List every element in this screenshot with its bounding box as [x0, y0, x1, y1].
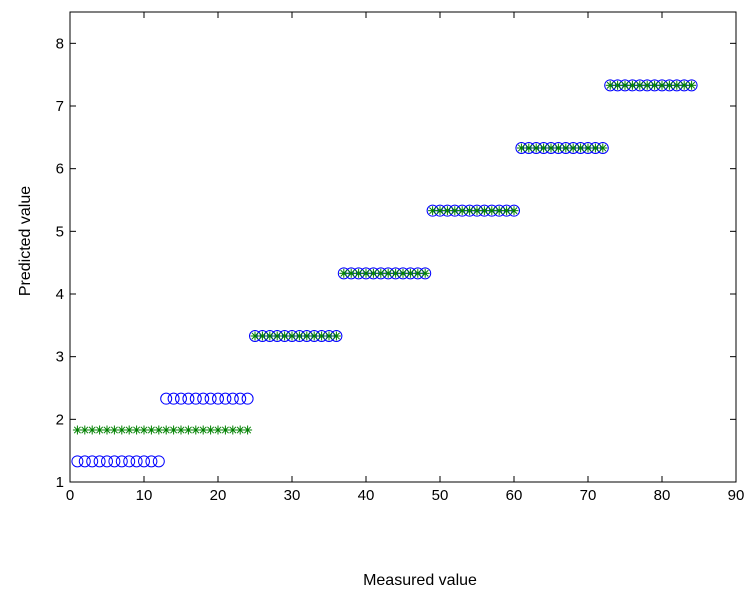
- data-point-asterisk: [235, 425, 245, 435]
- data-point-asterisk: [243, 425, 253, 435]
- data-points: [71, 79, 698, 468]
- x-tick-label: 20: [210, 487, 227, 504]
- data-point-asterisk: [317, 331, 327, 341]
- data-point-circle: [101, 455, 113, 468]
- data-point-circle: [160, 392, 173, 405]
- x-axis-ticks: 0 10 20 30 40 50 60 70 80 90: [66, 12, 745, 504]
- data-point-asterisk: [642, 80, 652, 90]
- x-axis-title: Measured value: [363, 572, 477, 589]
- x-tick-label: 30: [284, 487, 301, 504]
- data-point-asterisk: [331, 331, 341, 341]
- data-point-asterisk: [109, 425, 119, 435]
- data-point-asterisk: [516, 143, 526, 153]
- y-axis-ticks: 1 2 3 4 5 6 7 8: [56, 35, 736, 491]
- data-point-asterisk: [672, 80, 682, 90]
- data-point-circle: [182, 392, 195, 405]
- data-point-asterisk: [294, 331, 304, 341]
- x-tick-label: 10: [136, 487, 153, 504]
- data-point-asterisk: [102, 425, 112, 435]
- y-tick-label: 4: [56, 286, 64, 303]
- data-point-asterisk: [687, 80, 697, 90]
- data-point-asterisk: [620, 80, 630, 90]
- data-point-circle: [226, 392, 239, 405]
- data-point-asterisk: [568, 143, 578, 153]
- y-tick-label: 5: [56, 223, 64, 240]
- x-tick-label: 80: [654, 487, 671, 504]
- y-tick-label: 3: [56, 349, 64, 366]
- data-point-asterisk: [139, 425, 149, 435]
- data-point-circle: [204, 392, 217, 405]
- data-point-circle: [241, 392, 254, 405]
- data-point-circle: [138, 455, 150, 468]
- x-tick-label: 90: [728, 487, 745, 504]
- data-point-circle: [189, 392, 202, 405]
- plot-area: [69, 11, 737, 483]
- x-tick-label: 60: [506, 487, 523, 504]
- data-point-asterisk: [598, 143, 608, 153]
- data-point-asterisk: [413, 268, 423, 278]
- data-point-circle: [219, 392, 232, 405]
- data-point-circle: [212, 392, 224, 405]
- data-point-circle: [152, 455, 165, 468]
- data-point-circle: [108, 455, 121, 468]
- y-tick-label: 6: [56, 161, 64, 178]
- data-point-circle: [86, 455, 99, 468]
- data-point-asterisk: [383, 268, 393, 278]
- data-point-circle: [115, 455, 128, 468]
- data-point-asterisk: [87, 425, 97, 435]
- data-point-asterisk: [376, 268, 386, 278]
- y-tick-label: 1: [56, 474, 64, 491]
- data-point-circle: [197, 392, 210, 405]
- data-point-circle: [167, 392, 180, 405]
- data-point-circle: [71, 455, 84, 468]
- x-tick-label: 50: [432, 487, 449, 504]
- x-tick-label: 70: [580, 487, 597, 504]
- data-point-circle: [234, 392, 247, 405]
- data-point-circle: [78, 455, 91, 468]
- data-point-asterisk: [183, 425, 193, 435]
- y-axis-title: Predicted value: [17, 186, 34, 296]
- data-point-asterisk: [191, 425, 201, 435]
- data-point-asterisk: [250, 331, 260, 341]
- data-point-asterisk: [198, 425, 208, 435]
- data-point-asterisk: [627, 80, 637, 90]
- data-point-circle: [145, 455, 158, 468]
- data-point-asterisk: [420, 268, 430, 278]
- x-tick-label: 0: [66, 487, 74, 504]
- data-point-circle: [175, 392, 187, 405]
- data-point-asterisk: [206, 425, 216, 435]
- series-1-asterisk: [72, 80, 697, 435]
- data-point-asterisk: [450, 206, 460, 216]
- y-tick-label: 8: [56, 35, 64, 52]
- data-point-asterisk: [176, 425, 186, 435]
- data-point-circle: [130, 455, 143, 468]
- y-tick-label: 2: [56, 411, 64, 428]
- x-tick-label: 40: [358, 487, 375, 504]
- y-tick-label: 7: [56, 98, 64, 115]
- data-point-asterisk: [472, 206, 482, 216]
- data-point-circle: [123, 455, 136, 468]
- data-point-asterisk: [613, 80, 623, 90]
- data-point-circle: [93, 455, 106, 468]
- data-point-asterisk: [509, 206, 519, 216]
- data-point-asterisk: [324, 331, 334, 341]
- data-point-asterisk: [539, 143, 549, 153]
